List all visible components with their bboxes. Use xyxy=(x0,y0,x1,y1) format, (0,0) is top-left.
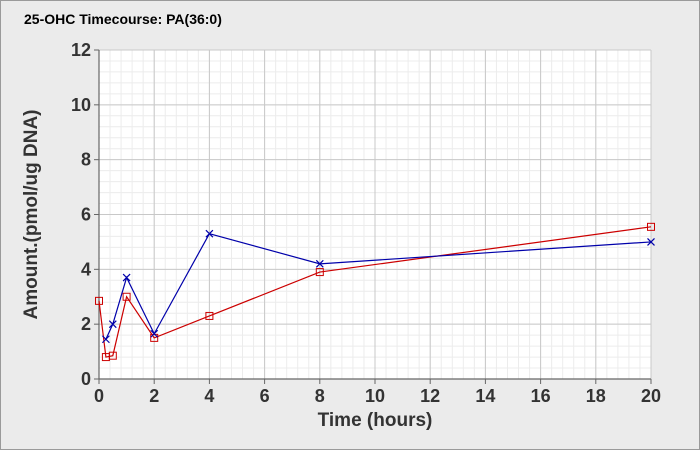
y-axis-ticks: 0 2 4 6 8 10 12 xyxy=(71,40,99,389)
marker-stroke xyxy=(108,320,117,329)
data-point xyxy=(315,259,324,268)
x-tick-label: 12 xyxy=(420,386,440,406)
y-tick-label: 10 xyxy=(71,95,91,115)
data-point xyxy=(95,296,103,305)
y-tick-label: 8 xyxy=(81,150,91,170)
x-tick-label: 2 xyxy=(149,386,159,406)
marker-stroke xyxy=(122,273,131,282)
y-tick-label: 12 xyxy=(71,40,91,60)
x-axis-ticks: 0 2 4 6 8 10 12 14 16 18 20 xyxy=(94,379,661,406)
series-layer xyxy=(95,222,655,362)
data-point xyxy=(205,229,214,238)
marker-stroke xyxy=(150,329,159,338)
y-tick-label: 2 xyxy=(81,314,91,334)
marker-stroke xyxy=(315,259,324,268)
x-tick-label: 8 xyxy=(315,386,325,406)
data-point xyxy=(315,268,324,277)
x-axis-label: Time (hours) xyxy=(318,410,433,431)
marker-stroke xyxy=(101,335,110,344)
marker-stroke xyxy=(647,237,655,246)
series-2 xyxy=(101,229,655,344)
data-point xyxy=(101,335,110,344)
marker-stroke xyxy=(205,229,214,238)
data-point xyxy=(150,329,159,338)
x-tick-label: 4 xyxy=(204,386,214,406)
data-point xyxy=(122,273,131,282)
x-tick-label: 14 xyxy=(475,386,495,406)
y-tick-label: 6 xyxy=(81,205,91,225)
data-point xyxy=(108,320,117,329)
x-tick-label: 0 xyxy=(94,386,104,406)
x-tick-label: 10 xyxy=(365,386,385,406)
x-tick-label: 6 xyxy=(260,386,270,406)
series-line xyxy=(98,226,652,358)
data-point xyxy=(647,237,655,246)
x-tick-label: 20 xyxy=(641,386,661,406)
data-point xyxy=(205,311,214,320)
x-tick-label: 16 xyxy=(531,386,551,406)
chart-title: 25-OHC Timecourse: PA(36:0) xyxy=(24,11,222,27)
y-tick-label: 0 xyxy=(81,369,91,389)
series-1 xyxy=(95,222,655,362)
y-tick-label: 4 xyxy=(81,259,91,279)
data-point xyxy=(122,292,131,301)
data-point xyxy=(647,222,655,231)
y-axis-label: Amount.(pmol/ug DNA) xyxy=(21,109,42,319)
x-tick-label: 18 xyxy=(586,386,606,406)
data-point xyxy=(108,351,117,360)
